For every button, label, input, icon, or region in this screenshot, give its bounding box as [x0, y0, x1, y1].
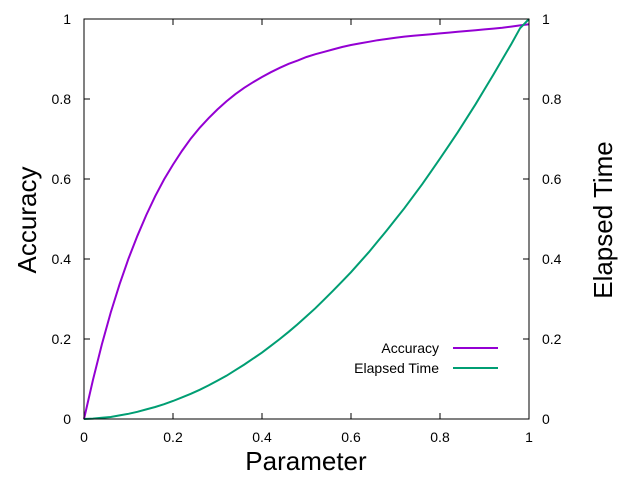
y-tick-label: 0.6 [52, 171, 72, 187]
x-tick-label: 0 [80, 429, 88, 445]
y-tick-label: 0 [63, 411, 71, 427]
y2-tick-label: 0.6 [542, 171, 562, 187]
series-layer [83, 18, 530, 420]
x-axis-title: Parameter [245, 446, 367, 476]
legend-label-accuracy: Accuracy [381, 340, 439, 356]
series-line-accuracy [83, 23, 530, 420]
y-tick-label: 0.8 [52, 91, 72, 107]
legend-label-elapsed-time: Elapsed Time [354, 360, 439, 376]
y-tick-label: 0.4 [52, 251, 72, 267]
y-tick-label: 0.2 [52, 331, 72, 347]
y2-tick-label: 0 [542, 411, 550, 427]
x-tick-label: 1 [525, 429, 533, 445]
y2-tick-label: 0.2 [542, 331, 562, 347]
legend: Accuracy Elapsed Time [354, 340, 498, 376]
y2-tick-label: 0.8 [542, 91, 562, 107]
series-line-elapsed-time [83, 18, 530, 420]
ticks-layer: 0 0.2 0.4 0.6 0.8 100.20.40.60.8100.20.40.60.… [52, 11, 562, 445]
plot-frame [83, 18, 530, 420]
y-tick-label: 1 [63, 11, 71, 27]
x-tick-label: 0.8 [430, 429, 450, 445]
y2-tick-label: 1 [542, 11, 550, 27]
y2-tick-label: 0.4 [542, 251, 562, 267]
y-axis-title: Accuracy [12, 167, 42, 274]
x-tick-label: 0.2 [163, 429, 183, 445]
x-tick-label: 0.4 [252, 429, 272, 445]
y2-axis-title: Elapsed Time [588, 141, 618, 299]
x-tick-label: 0.6 [341, 429, 361, 445]
